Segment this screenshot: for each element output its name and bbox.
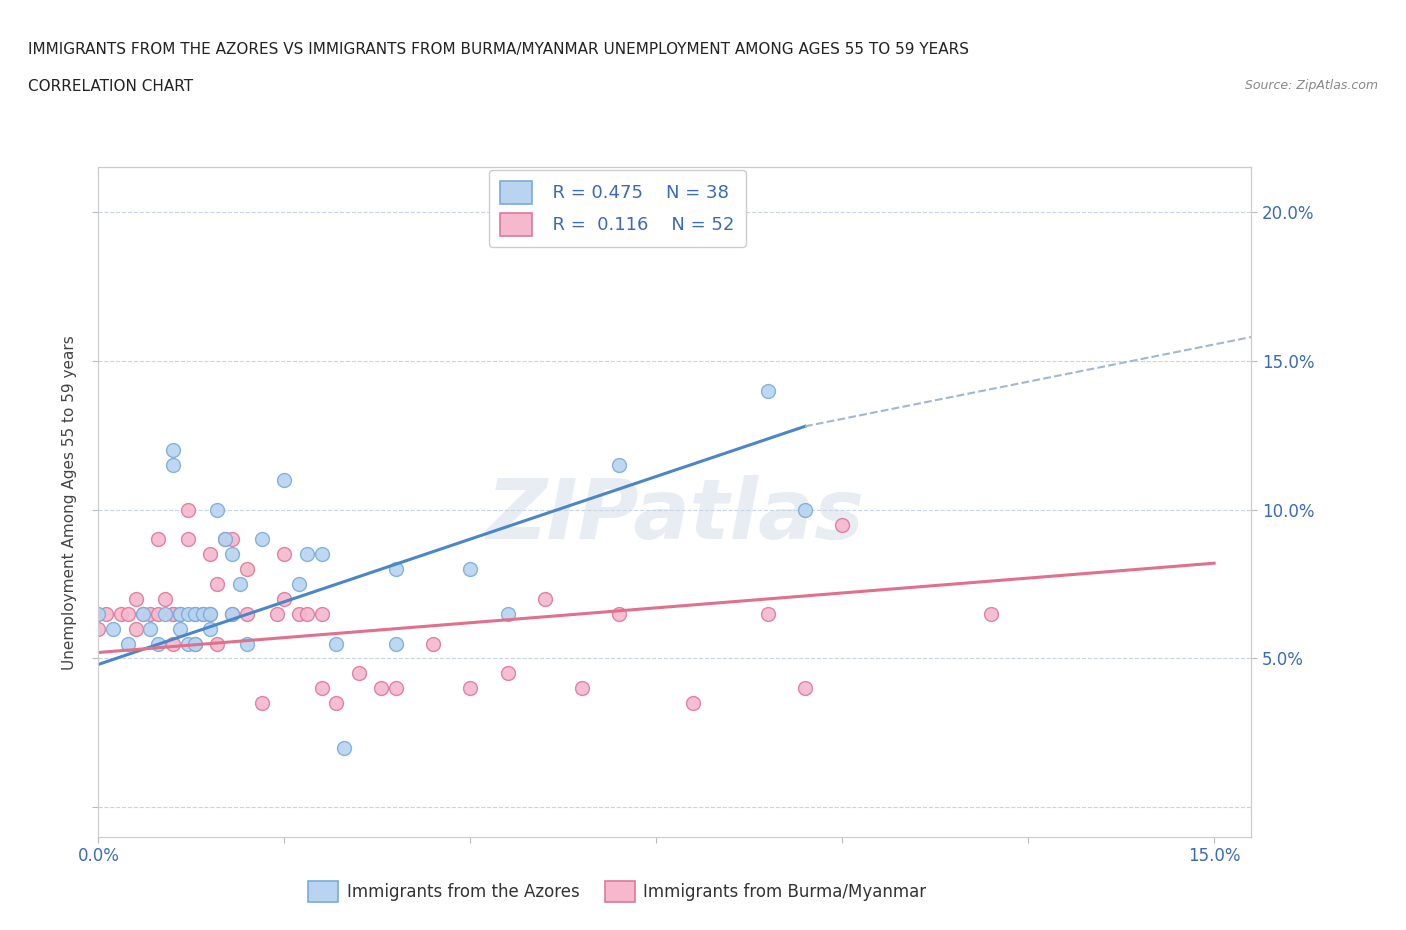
Point [162, 636, 184, 651]
Point [184, 636, 207, 651]
Point [385, 562, 408, 577]
Text: Source: ZipAtlas.com: Source: ZipAtlas.com [1244, 79, 1378, 92]
Y-axis label: Unemployment Among Ages 55 to 59 years: Unemployment Among Ages 55 to 59 years [62, 335, 77, 670]
Legend: Immigrants from the Azores, Immigrants from Burma/Myanmar: Immigrants from the Azores, Immigrants f… [302, 874, 932, 909]
Point [103, 621, 125, 636]
Text: CORRELATION CHART: CORRELATION CHART [28, 79, 193, 94]
Point [295, 547, 318, 562]
Point [184, 606, 207, 621]
Point [496, 666, 519, 681]
Point [288, 577, 311, 591]
Point [184, 606, 207, 621]
Point [214, 532, 236, 547]
Text: ZIPatlas: ZIPatlas [486, 475, 863, 556]
Point [295, 606, 318, 621]
Point [333, 740, 356, 755]
Point [460, 681, 482, 696]
Point [198, 606, 221, 621]
Point [198, 606, 221, 621]
Point [756, 606, 779, 621]
Point [184, 636, 207, 651]
Text: IMMIGRANTS FROM THE AZORES VS IMMIGRANTS FROM BURMA/MYANMAR UNEMPLOYMENT AMONG A: IMMIGRANTS FROM THE AZORES VS IMMIGRANTS… [28, 42, 969, 57]
Point [273, 472, 295, 487]
Point [347, 666, 370, 681]
Point [460, 562, 482, 577]
Point [325, 696, 347, 711]
Point [207, 502, 229, 517]
Point [311, 681, 333, 696]
Point [831, 517, 853, 532]
Point [207, 636, 229, 651]
Point [794, 502, 817, 517]
Point [236, 606, 259, 621]
Point [191, 606, 214, 621]
Point [110, 606, 132, 621]
Point [146, 606, 169, 621]
Point [221, 532, 243, 547]
Point [422, 636, 444, 651]
Point [273, 547, 295, 562]
Point [288, 606, 311, 621]
Point [117, 636, 139, 651]
Point [169, 621, 191, 636]
Point [214, 532, 236, 547]
Point [169, 606, 191, 621]
Point [250, 696, 273, 711]
Point [162, 458, 184, 472]
Point [571, 681, 593, 696]
Point [155, 591, 177, 606]
Point [162, 443, 184, 458]
Point [139, 606, 162, 621]
Point [607, 606, 630, 621]
Point [311, 606, 333, 621]
Point [311, 547, 333, 562]
Point [146, 636, 169, 651]
Point [250, 532, 273, 547]
Point [221, 606, 243, 621]
Point [756, 383, 779, 398]
Point [370, 681, 392, 696]
Point [169, 606, 191, 621]
Point [198, 547, 221, 562]
Point [87, 621, 110, 636]
Point [176, 502, 198, 517]
Point [794, 681, 817, 696]
Point [124, 591, 146, 606]
Point [607, 458, 630, 472]
Point [236, 562, 259, 577]
Point [266, 606, 288, 621]
Point [94, 606, 117, 621]
Point [176, 606, 198, 621]
Point [155, 606, 177, 621]
Point [191, 606, 214, 621]
Point [221, 606, 243, 621]
Point [146, 532, 169, 547]
Point [325, 636, 347, 651]
Point [236, 636, 259, 651]
Point [87, 606, 110, 621]
Point [198, 621, 221, 636]
Point [682, 696, 704, 711]
Point [139, 621, 162, 636]
Point [117, 606, 139, 621]
Point [385, 636, 408, 651]
Point [207, 577, 229, 591]
Point [176, 532, 198, 547]
Point [496, 606, 519, 621]
Point [132, 606, 155, 621]
Point [176, 636, 198, 651]
Point [132, 606, 155, 621]
Point [385, 681, 408, 696]
Point [273, 591, 295, 606]
Point [124, 621, 146, 636]
Point [229, 577, 252, 591]
Point [162, 606, 184, 621]
Point [162, 606, 184, 621]
Point [533, 591, 555, 606]
Point [980, 606, 1002, 621]
Point [221, 547, 243, 562]
